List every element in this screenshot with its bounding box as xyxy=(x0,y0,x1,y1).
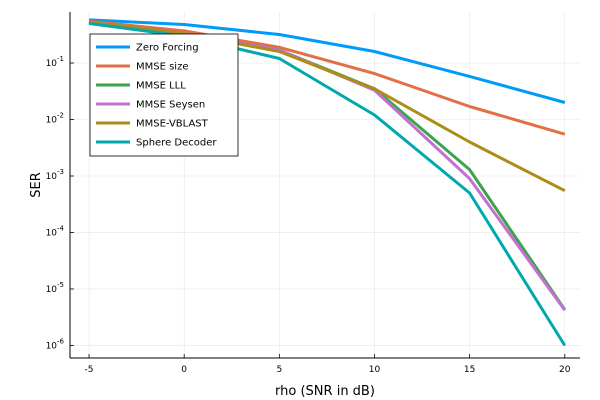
y-tick-label: 10-2 xyxy=(46,112,64,126)
y-tick-base: 10 xyxy=(46,116,58,126)
y-tick-label: 10-6 xyxy=(46,337,65,351)
y-tick-label: 10-3 xyxy=(46,168,64,182)
x-tick-label: 0 xyxy=(181,365,187,375)
y-tick-label: 10-4 xyxy=(46,224,65,238)
legend: Zero Forcing MMSE size MMSE LLL MMSE Seysen… xyxy=(89,33,239,157)
y-tick-base: 10 xyxy=(46,285,58,295)
legend-label: Zero Forcing xyxy=(136,43,199,54)
y-tick-base: 10 xyxy=(46,341,58,351)
legend-box xyxy=(89,33,239,157)
plot-lines xyxy=(88,18,567,347)
legend-label: MMSE size xyxy=(136,62,189,73)
legend-label: MMSE Seysen xyxy=(136,100,205,111)
legend-label: MMSE-VBLAST xyxy=(136,119,209,130)
y-axis-title: SER xyxy=(29,172,44,198)
y-tick-base: 10 xyxy=(46,59,58,69)
y-tick-label: 10-5 xyxy=(46,281,64,295)
x-tick-label: 5 xyxy=(276,365,282,375)
legend-label: MMSE LLL xyxy=(136,81,186,92)
y-tick-exponent: -2 xyxy=(57,112,64,120)
x-axis-title: rho (SNR in dB) xyxy=(275,384,375,399)
y-tick-exponent: -3 xyxy=(57,168,64,176)
x-tick-label: -5 xyxy=(85,365,94,375)
x-tick-label: 15 xyxy=(464,365,475,375)
y-tick-base: 10 xyxy=(46,172,58,182)
series-line xyxy=(88,19,566,136)
series-line xyxy=(88,20,566,193)
y-tick-exponent: -1 xyxy=(57,55,64,63)
legend-label: Sphere Decoder xyxy=(136,138,217,149)
axes xyxy=(69,12,580,359)
y-tick-exponent: -5 xyxy=(57,281,64,289)
y-tick-base: 10 xyxy=(46,228,58,238)
x-tick-label: 10 xyxy=(369,365,381,375)
y-tick-exponent: -4 xyxy=(57,224,65,232)
y-tick-label: 10-1 xyxy=(46,55,64,69)
x-tick-label: 20 xyxy=(559,365,571,375)
y-tick-exponent: -6 xyxy=(57,337,65,345)
series-line xyxy=(88,18,566,104)
